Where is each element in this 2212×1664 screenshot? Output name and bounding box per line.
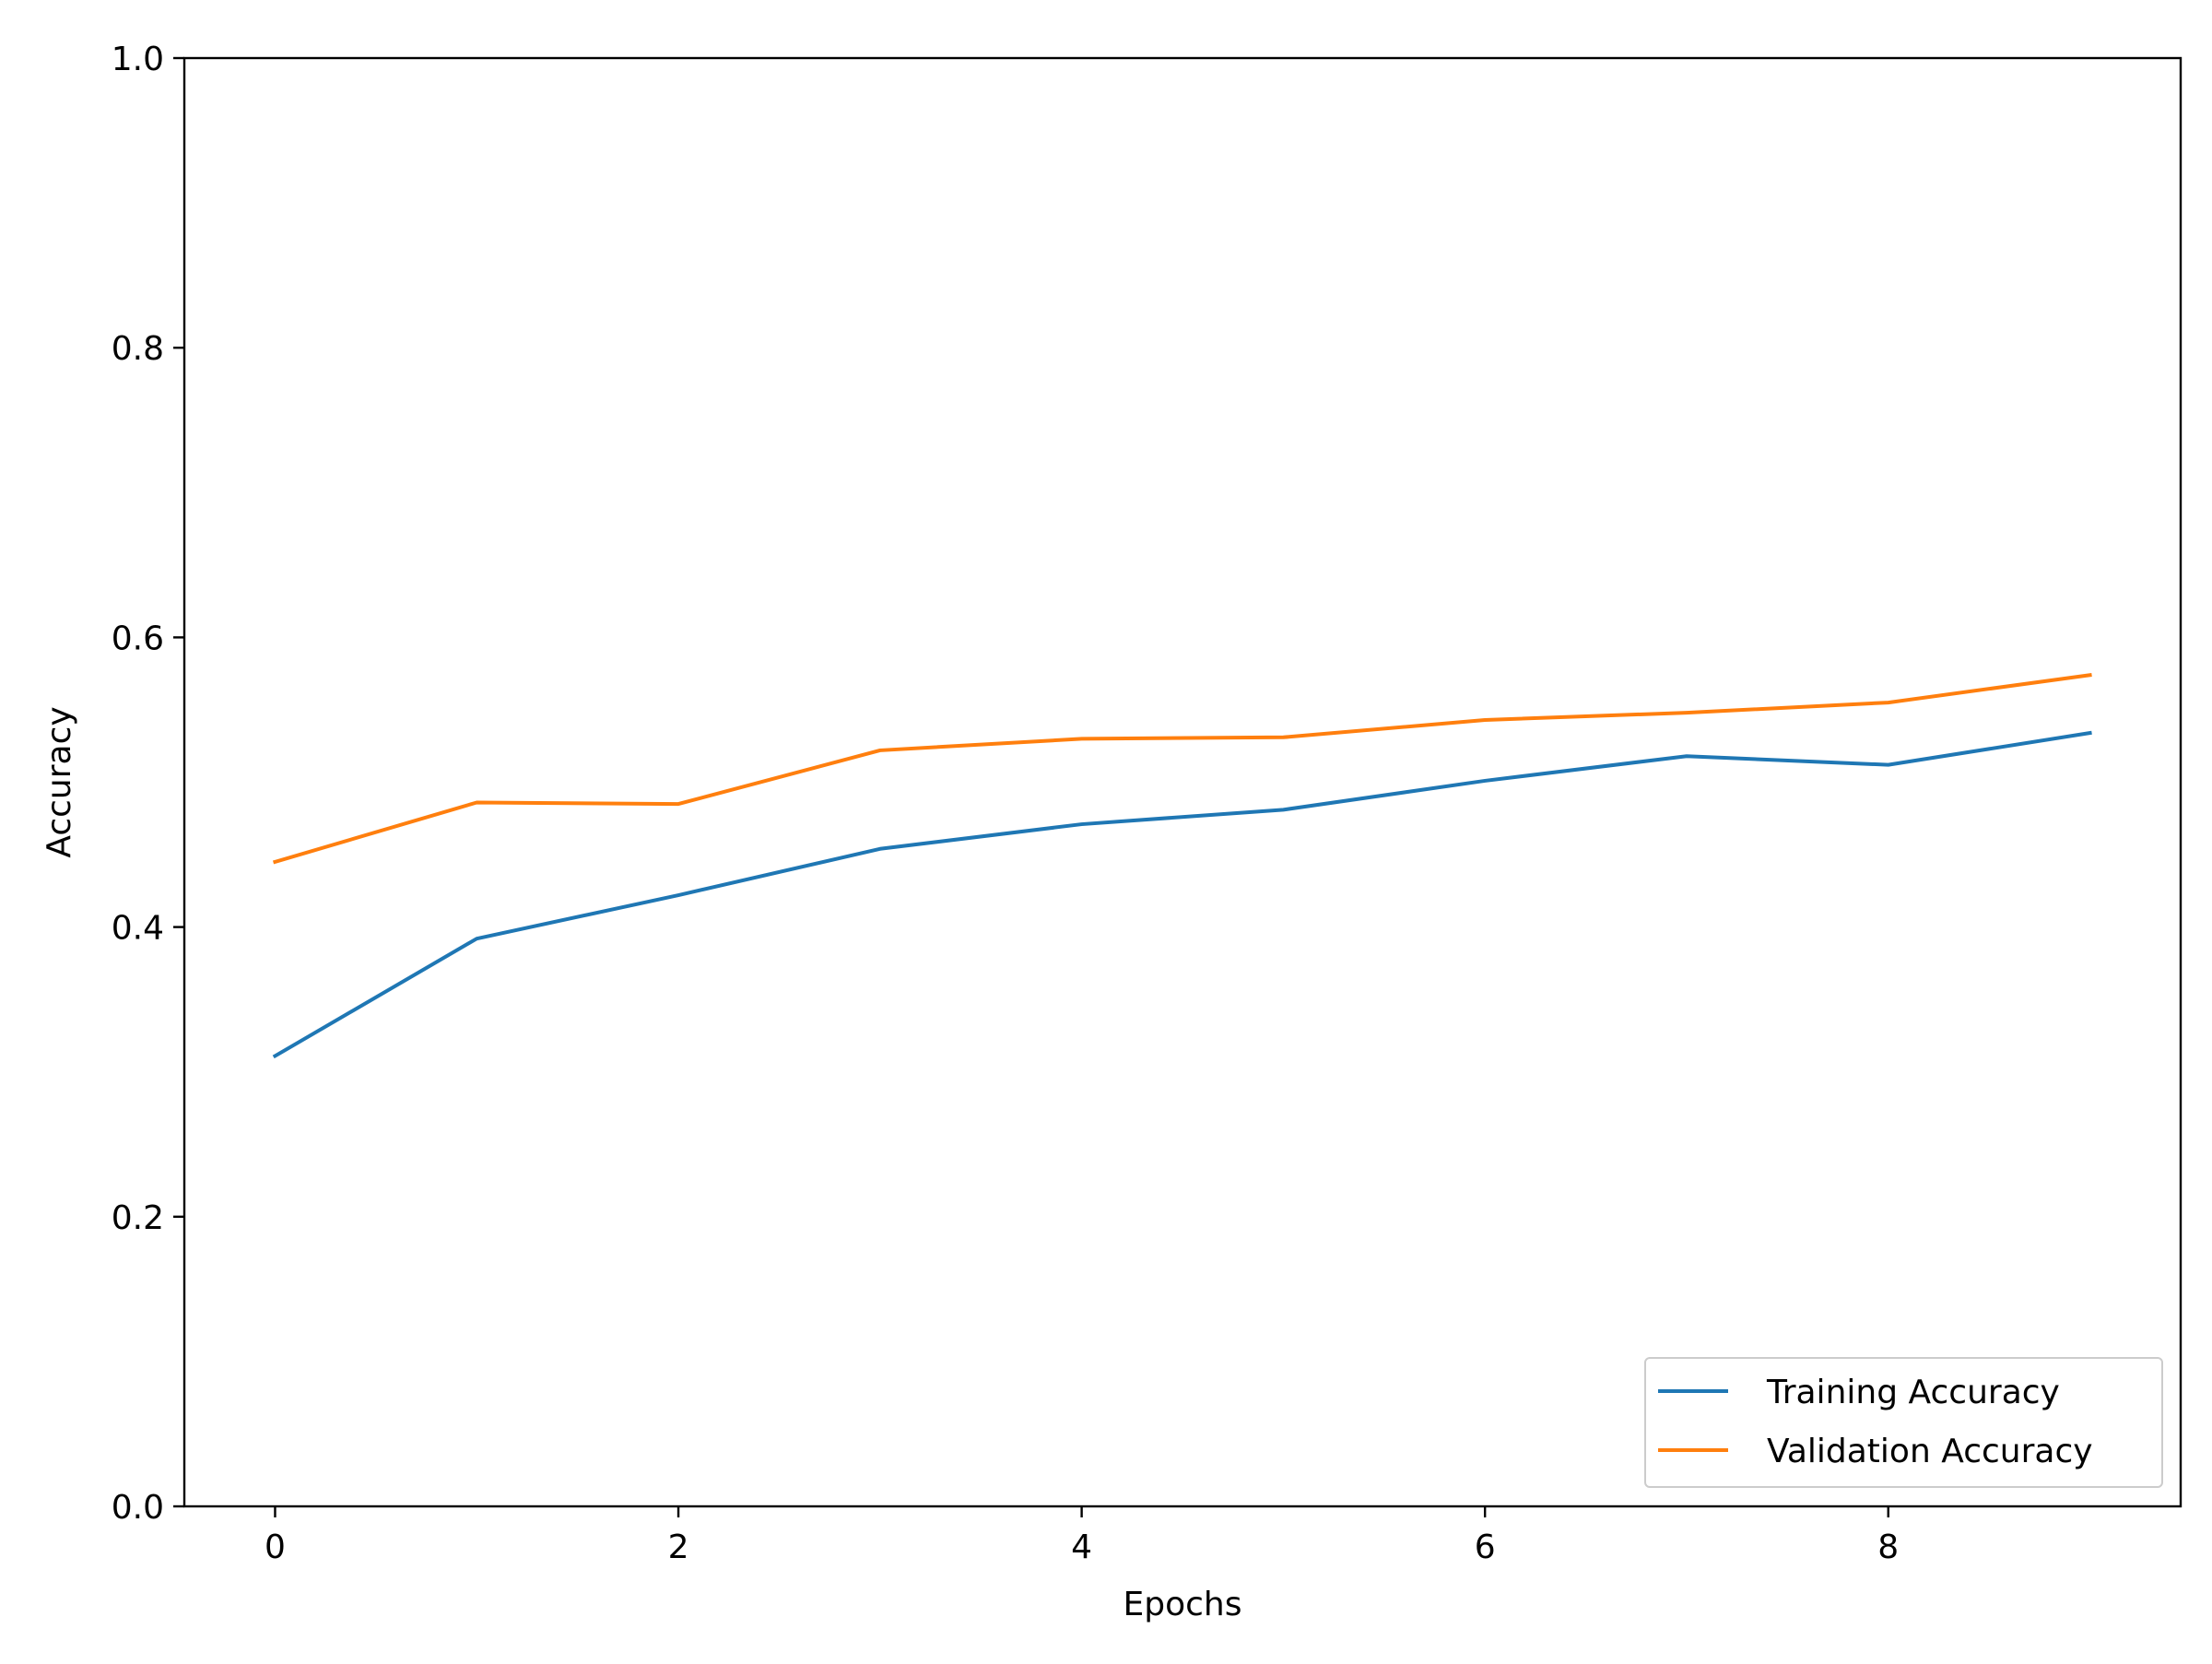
- y-tick-label: 0.2: [112, 1199, 164, 1237]
- y-tick-label: 0.4: [112, 910, 164, 948]
- x-tick-label: 6: [1475, 1528, 1496, 1566]
- x-tick-label: 0: [265, 1528, 286, 1566]
- y-axis-label: Accuracy: [41, 706, 78, 857]
- x-tick-label: 4: [1071, 1528, 1092, 1566]
- series-line-training-accuracy: [272, 730, 2092, 1059]
- ticks-layer: 0 2 4 6 8 0.0 0.2 0.4 0.6 0.8 1.0: [112, 41, 1899, 1566]
- series-layer: [272, 672, 2092, 1059]
- y-tick-label: 0.8: [112, 330, 164, 368]
- legend-label-validation-accuracy: Validation Accuracy: [1767, 1433, 2093, 1470]
- legend-items: Training Accuracy Validation Accuracy: [1658, 1374, 2093, 1470]
- y-tick-label: 0.6: [112, 620, 164, 657]
- y-tick-label: 0.0: [112, 1489, 164, 1527]
- x-axis-label: Epochs: [1124, 1586, 1242, 1623]
- series-line-validation-accuracy: [272, 672, 2092, 865]
- y-tick-label: 1.0: [112, 41, 164, 78]
- plot-area-frame: [182, 56, 2183, 1508]
- x-tick-label: 8: [1877, 1528, 1899, 1566]
- legend: Training Accuracy Validation Accuracy: [1644, 1357, 2163, 1488]
- legend-label-training-accuracy: Training Accuracy: [1766, 1374, 2060, 1411]
- x-tick-label: 2: [668, 1528, 689, 1566]
- legend-box: [1644, 1357, 2163, 1488]
